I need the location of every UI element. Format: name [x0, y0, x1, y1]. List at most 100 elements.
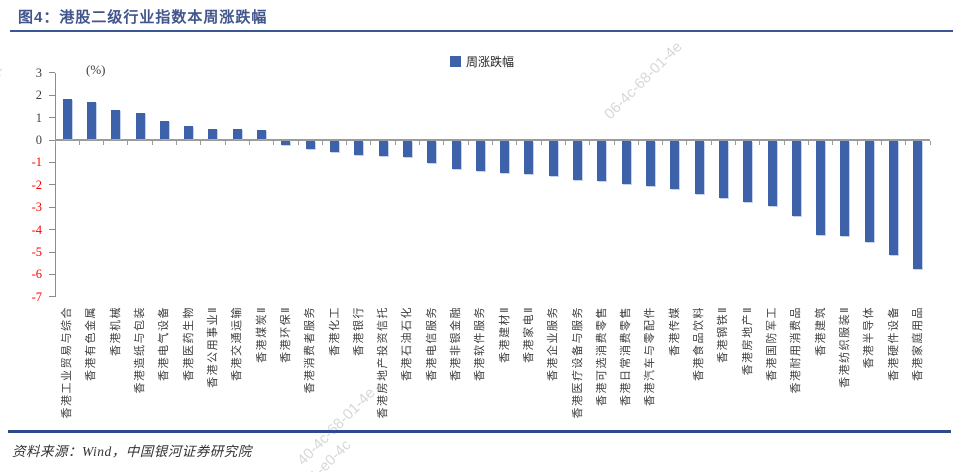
- bar-香港医药生物: [184, 125, 194, 140]
- x-axis-tick: [759, 140, 761, 146]
- x-axis-label: 香港耐用消费品: [790, 306, 803, 394]
- x-axis-label: 香港电信服务: [425, 306, 438, 381]
- y-axis-label: -7: [31, 289, 42, 304]
- x-axis-label: 香港传媒: [668, 306, 681, 356]
- x-axis-tick: [686, 140, 688, 146]
- x-axis-label: 香港化工: [328, 306, 341, 356]
- x-axis-label: 香港家庭用品: [911, 306, 924, 381]
- bar-香港造纸与包装: [135, 113, 145, 140]
- x-axis-tick: [176, 140, 178, 146]
- x-axis-label: 香港银行: [352, 306, 365, 356]
- bar-香港家庭用品: [913, 140, 923, 269]
- bar-香港国防军工: [767, 140, 777, 207]
- x-axis-label: 香港工业贸易与综合: [61, 306, 74, 419]
- bar-香港软件服务: [475, 140, 485, 171]
- x-axis-line: [55, 139, 930, 141]
- y-axis-tick: [48, 206, 55, 208]
- y-axis-label: 3: [35, 65, 42, 80]
- y-axis-tick: [48, 273, 55, 275]
- bar-香港汽车与零配件: [645, 140, 655, 186]
- bar-香港化工: [330, 140, 339, 152]
- bar-香港银行: [354, 140, 364, 155]
- x-axis-label: 香港企业服务: [547, 306, 560, 381]
- bar-香港电气设备: [159, 121, 169, 140]
- y-axis-label: -6: [31, 267, 42, 282]
- title-divider: [10, 30, 953, 32]
- bar-香港建材Ⅱ: [500, 140, 510, 173]
- bar-香港环保Ⅱ: [281, 140, 291, 146]
- x-axis-tick: [248, 140, 250, 146]
- x-axis-tick: [856, 140, 858, 146]
- x-axis-tick: [151, 140, 153, 146]
- x-axis-label: 香港纺织服装Ⅱ: [838, 306, 851, 388]
- x-axis-label: 香港建筑: [814, 306, 827, 356]
- legend-label: 周涨跌幅: [466, 55, 515, 69]
- x-axis-label: 香港消费者服务: [304, 306, 317, 394]
- y-axis-tick: [48, 296, 55, 298]
- x-axis-tick: [492, 140, 493, 146]
- y-axis-unit-label: (%): [86, 62, 106, 77]
- bar-香港电信服务: [427, 140, 437, 164]
- bar-香港房地产投资信托: [378, 140, 388, 156]
- x-axis-tick: [637, 140, 639, 146]
- bar-香港企业服务: [548, 140, 558, 177]
- y-axis-tick: [48, 139, 55, 141]
- x-axis-tick: [54, 140, 56, 146]
- x-axis-tick: [346, 140, 348, 146]
- data-source-note: 资料来源：Wind，中国银河证券研究院: [12, 444, 252, 459]
- bar-香港半导体: [864, 140, 874, 242]
- x-axis-label: 香港房地产投资信托: [377, 306, 390, 419]
- x-axis-tick: [516, 140, 518, 146]
- x-axis-tick: [662, 140, 664, 146]
- x-axis-label: 香港有色金属: [85, 306, 98, 381]
- x-axis-label: 香港医疗设备与服务: [571, 306, 584, 419]
- bar-香港煤炭Ⅱ: [257, 129, 267, 140]
- bar-香港硬件设备: [889, 140, 899, 256]
- x-axis-label: 香港公用事业Ⅱ: [206, 306, 219, 388]
- x-axis-tick: [224, 140, 226, 146]
- bar-香港建筑: [816, 140, 826, 235]
- y-axis-label: -2: [31, 177, 42, 192]
- x-axis-label: 香港石油石化: [401, 306, 414, 381]
- x-axis-tick: [467, 140, 469, 146]
- x-axis-tick: [103, 140, 105, 146]
- x-axis-tick: [564, 140, 566, 146]
- bar-香港食品饮料: [694, 140, 704, 194]
- bar-香港家电Ⅱ: [524, 140, 534, 175]
- x-axis-tick: [589, 140, 591, 146]
- y-axis-label: -5: [31, 245, 42, 259]
- x-axis-tick: [807, 140, 809, 146]
- x-axis-label: 香港房地产Ⅱ: [741, 306, 754, 376]
- bar-香港钢铁Ⅱ: [718, 140, 728, 198]
- x-axis-tick: [200, 140, 202, 146]
- bar-香港交通运输: [232, 128, 242, 140]
- x-axis-label: 香港家电Ⅱ: [522, 306, 535, 363]
- x-axis-tick: [832, 140, 834, 146]
- bar-香港公用事业Ⅱ: [208, 129, 218, 140]
- bar-香港消费者服务: [305, 140, 315, 150]
- x-axis-label: 香港医药生物: [182, 306, 195, 381]
- x-axis-label: 香港非银金融: [450, 306, 463, 381]
- x-axis-tick: [394, 140, 396, 146]
- bar-香港日常消费零售: [621, 140, 631, 184]
- x-axis-label: 香港半导体: [863, 306, 876, 369]
- x-axis-tick: [297, 140, 299, 146]
- bar-香港纺织服装Ⅱ: [840, 140, 850, 237]
- y-axis-label: 2: [35, 88, 42, 103]
- chart-legend: 周涨跌幅: [450, 53, 514, 70]
- y-axis-tick: [48, 161, 55, 163]
- bar-香港耐用消费品: [791, 140, 801, 217]
- x-axis-label: 香港软件服务: [474, 306, 487, 381]
- y-axis-tick: [48, 72, 55, 74]
- y-axis-label: -1: [31, 155, 42, 170]
- y-axis-tick: [48, 94, 55, 96]
- x-axis-label: 香港食品饮料: [693, 306, 706, 381]
- legend-swatch-icon: [450, 56, 461, 67]
- x-axis-label: 香港钢铁Ⅱ: [717, 306, 730, 363]
- bar-香港有色金属: [86, 102, 96, 140]
- x-axis-tick: [127, 140, 129, 146]
- y-axis-label: -3: [31, 200, 42, 215]
- x-axis-label: 香港煤炭Ⅱ: [255, 306, 268, 363]
- bar-香港可选消费零售: [597, 140, 607, 181]
